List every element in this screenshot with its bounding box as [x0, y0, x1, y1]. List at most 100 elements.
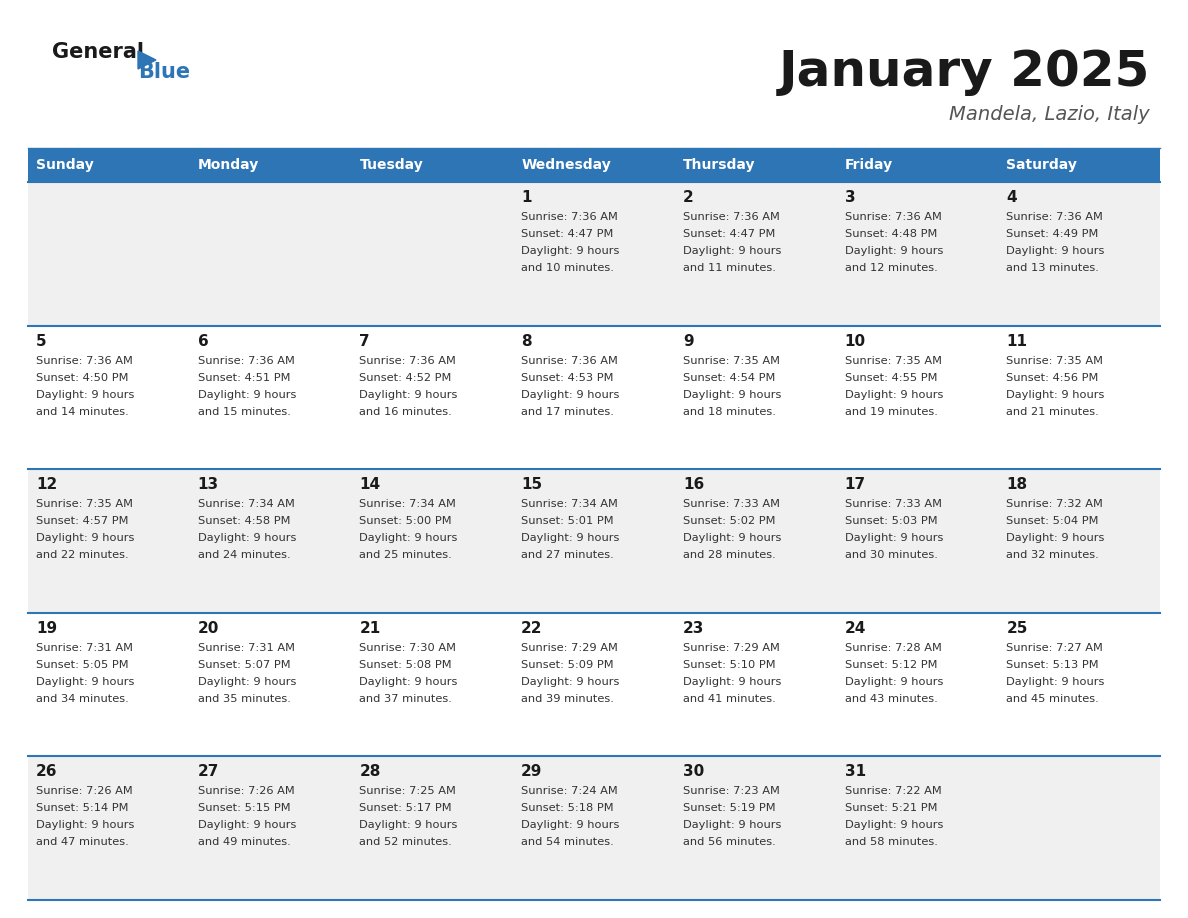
Text: 14: 14	[360, 477, 380, 492]
Text: Sunset: 4:47 PM: Sunset: 4:47 PM	[683, 229, 776, 239]
Text: Sunrise: 7:32 AM: Sunrise: 7:32 AM	[1006, 499, 1104, 509]
Text: Sunrise: 7:36 AM: Sunrise: 7:36 AM	[360, 355, 456, 365]
Text: and 22 minutes.: and 22 minutes.	[36, 550, 128, 560]
Text: Daylight: 9 hours: Daylight: 9 hours	[1006, 246, 1105, 256]
Text: Sunrise: 7:25 AM: Sunrise: 7:25 AM	[360, 787, 456, 797]
Polygon shape	[138, 51, 156, 69]
Text: Daylight: 9 hours: Daylight: 9 hours	[360, 821, 457, 831]
Text: 31: 31	[845, 765, 866, 779]
Text: Sunrise: 7:34 AM: Sunrise: 7:34 AM	[197, 499, 295, 509]
Text: Wednesday: Wednesday	[522, 158, 611, 172]
Text: Daylight: 9 hours: Daylight: 9 hours	[683, 821, 782, 831]
Text: Sunset: 5:19 PM: Sunset: 5:19 PM	[683, 803, 776, 813]
Text: Daylight: 9 hours: Daylight: 9 hours	[197, 677, 296, 687]
Bar	[29, 148, 190, 182]
Text: Sunset: 5:07 PM: Sunset: 5:07 PM	[197, 660, 290, 670]
Text: and 56 minutes.: and 56 minutes.	[683, 837, 776, 847]
Text: Friday: Friday	[845, 158, 892, 172]
Text: Monday: Monday	[197, 158, 259, 172]
Text: Sunset: 5:15 PM: Sunset: 5:15 PM	[197, 803, 290, 813]
Text: Daylight: 9 hours: Daylight: 9 hours	[197, 821, 296, 831]
Text: and 45 minutes.: and 45 minutes.	[1006, 694, 1099, 704]
Text: and 16 minutes.: and 16 minutes.	[360, 407, 453, 417]
Bar	[675, 148, 836, 182]
Text: Sunset: 4:51 PM: Sunset: 4:51 PM	[197, 373, 290, 383]
Bar	[29, 182, 1159, 326]
Text: Sunrise: 7:34 AM: Sunrise: 7:34 AM	[360, 499, 456, 509]
Text: 8: 8	[522, 333, 532, 349]
Text: Sunrise: 7:31 AM: Sunrise: 7:31 AM	[197, 643, 295, 653]
Text: Daylight: 9 hours: Daylight: 9 hours	[197, 533, 296, 543]
Text: Daylight: 9 hours: Daylight: 9 hours	[845, 389, 943, 399]
Text: Sunset: 4:49 PM: Sunset: 4:49 PM	[1006, 229, 1099, 239]
Text: Daylight: 9 hours: Daylight: 9 hours	[360, 533, 457, 543]
Text: Daylight: 9 hours: Daylight: 9 hours	[36, 821, 134, 831]
Text: 12: 12	[36, 477, 57, 492]
Text: Daylight: 9 hours: Daylight: 9 hours	[683, 677, 782, 687]
Text: Sunset: 5:03 PM: Sunset: 5:03 PM	[845, 516, 937, 526]
Text: 24: 24	[845, 621, 866, 636]
Text: and 52 minutes.: and 52 minutes.	[360, 837, 453, 847]
Text: 27: 27	[197, 765, 219, 779]
Text: Sunset: 5:21 PM: Sunset: 5:21 PM	[845, 803, 937, 813]
Text: Sunrise: 7:35 AM: Sunrise: 7:35 AM	[845, 355, 942, 365]
Text: Sunrise: 7:36 AM: Sunrise: 7:36 AM	[522, 355, 618, 365]
Text: Daylight: 9 hours: Daylight: 9 hours	[845, 677, 943, 687]
Text: 7: 7	[360, 333, 369, 349]
Text: and 54 minutes.: and 54 minutes.	[522, 837, 614, 847]
Text: Sunrise: 7:35 AM: Sunrise: 7:35 AM	[1006, 355, 1104, 365]
Text: and 10 minutes.: and 10 minutes.	[522, 263, 614, 273]
Text: Sunset: 5:13 PM: Sunset: 5:13 PM	[1006, 660, 1099, 670]
Text: Sunrise: 7:23 AM: Sunrise: 7:23 AM	[683, 787, 779, 797]
Text: Sunset: 5:09 PM: Sunset: 5:09 PM	[522, 660, 614, 670]
Text: 5: 5	[36, 333, 46, 349]
Text: and 58 minutes.: and 58 minutes.	[845, 837, 937, 847]
Text: Daylight: 9 hours: Daylight: 9 hours	[522, 533, 619, 543]
Text: 17: 17	[845, 477, 866, 492]
Text: and 21 minutes.: and 21 minutes.	[1006, 407, 1099, 417]
Text: Daylight: 9 hours: Daylight: 9 hours	[845, 246, 943, 256]
Text: Sunrise: 7:24 AM: Sunrise: 7:24 AM	[522, 787, 618, 797]
Text: 30: 30	[683, 765, 704, 779]
Text: Sunrise: 7:30 AM: Sunrise: 7:30 AM	[360, 643, 456, 653]
Text: Daylight: 9 hours: Daylight: 9 hours	[1006, 533, 1105, 543]
Text: Sunset: 5:05 PM: Sunset: 5:05 PM	[36, 660, 128, 670]
Text: Sunrise: 7:35 AM: Sunrise: 7:35 AM	[683, 355, 779, 365]
Text: Daylight: 9 hours: Daylight: 9 hours	[683, 533, 782, 543]
Text: 19: 19	[36, 621, 57, 636]
Text: Sunset: 5:01 PM: Sunset: 5:01 PM	[522, 516, 614, 526]
Text: Sunrise: 7:29 AM: Sunrise: 7:29 AM	[683, 643, 779, 653]
Text: Sunset: 4:57 PM: Sunset: 4:57 PM	[36, 516, 128, 526]
Text: Sunrise: 7:35 AM: Sunrise: 7:35 AM	[36, 499, 133, 509]
Text: Daylight: 9 hours: Daylight: 9 hours	[683, 246, 782, 256]
Text: and 35 minutes.: and 35 minutes.	[197, 694, 291, 704]
Text: and 43 minutes.: and 43 minutes.	[845, 694, 937, 704]
Text: Sunrise: 7:36 AM: Sunrise: 7:36 AM	[683, 212, 779, 222]
Text: Sunrise: 7:36 AM: Sunrise: 7:36 AM	[36, 355, 133, 365]
Text: Sunset: 4:48 PM: Sunset: 4:48 PM	[845, 229, 937, 239]
Text: Sunset: 4:55 PM: Sunset: 4:55 PM	[845, 373, 937, 383]
Text: Saturday: Saturday	[1006, 158, 1078, 172]
Text: and 11 minutes.: and 11 minutes.	[683, 263, 776, 273]
Text: 2: 2	[683, 190, 694, 205]
Text: 3: 3	[845, 190, 855, 205]
Text: 18: 18	[1006, 477, 1028, 492]
Text: 23: 23	[683, 621, 704, 636]
Text: Daylight: 9 hours: Daylight: 9 hours	[360, 389, 457, 399]
Text: and 15 minutes.: and 15 minutes.	[197, 407, 291, 417]
Bar	[29, 613, 1159, 756]
Text: 6: 6	[197, 333, 208, 349]
Text: Sunset: 5:17 PM: Sunset: 5:17 PM	[360, 803, 453, 813]
Text: and 32 minutes.: and 32 minutes.	[1006, 550, 1099, 560]
Text: January 2025: January 2025	[778, 48, 1150, 96]
Text: Daylight: 9 hours: Daylight: 9 hours	[683, 389, 782, 399]
Text: Sunset: 5:12 PM: Sunset: 5:12 PM	[845, 660, 937, 670]
Text: 22: 22	[522, 621, 543, 636]
Text: Sunrise: 7:26 AM: Sunrise: 7:26 AM	[36, 787, 133, 797]
Text: Mandela, Lazio, Italy: Mandela, Lazio, Italy	[949, 105, 1150, 124]
Text: Daylight: 9 hours: Daylight: 9 hours	[36, 677, 134, 687]
Text: 21: 21	[360, 621, 380, 636]
Text: Sunrise: 7:33 AM: Sunrise: 7:33 AM	[845, 499, 942, 509]
Text: Daylight: 9 hours: Daylight: 9 hours	[845, 533, 943, 543]
Text: Sunset: 4:47 PM: Sunset: 4:47 PM	[522, 229, 613, 239]
